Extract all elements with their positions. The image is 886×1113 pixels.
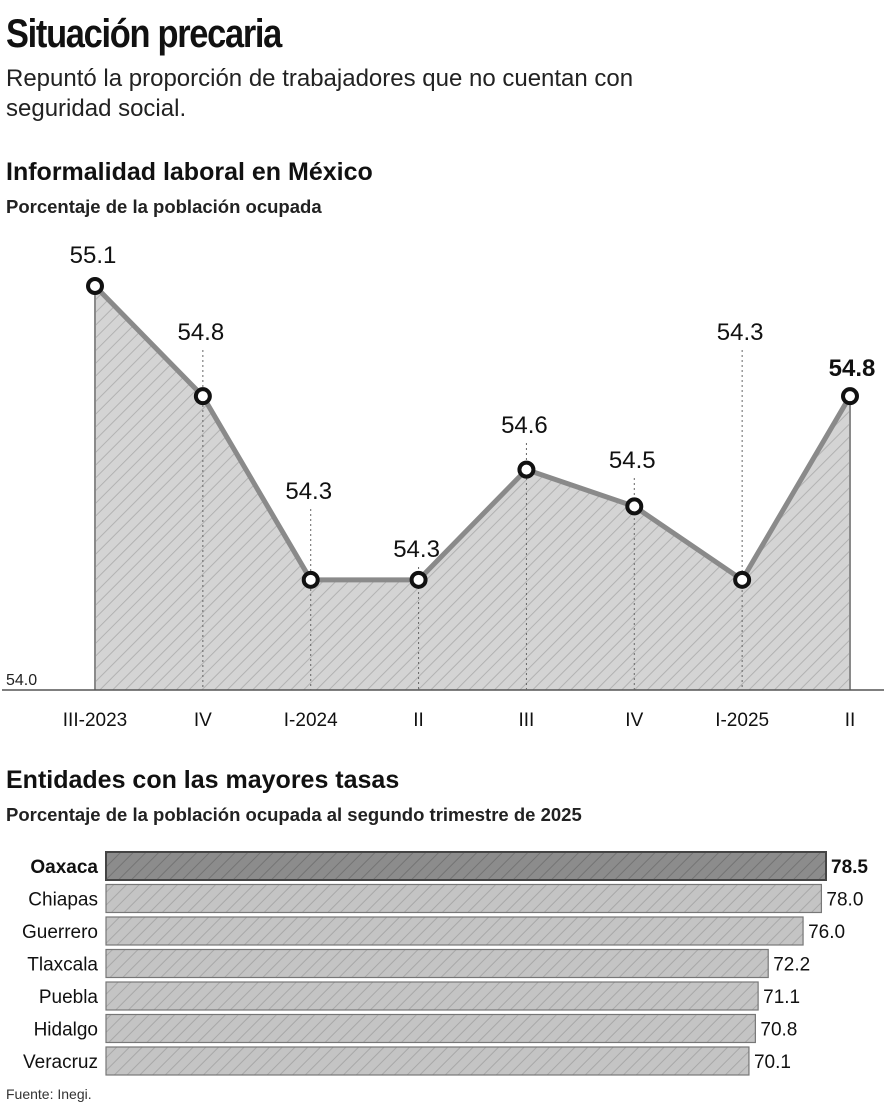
- data-point: [301, 570, 320, 589]
- data-label: 54.3: [393, 536, 440, 563]
- data-label: 54.3: [285, 478, 332, 505]
- data-point: [193, 387, 212, 406]
- data-label: 54.5: [609, 447, 656, 474]
- data-point: [733, 570, 752, 589]
- series-line: [93, 284, 853, 583]
- bar-chart-subtitle: Porcentaje de la población ocupada al se…: [6, 804, 582, 825]
- data-label: 54.3: [717, 319, 764, 346]
- headline: Situación precaria: [6, 12, 282, 56]
- line-chart: 54.055.154.854.354.354.654.554.354.8III-…: [2, 242, 884, 731]
- bar-category-label: Guerrero: [22, 922, 98, 943]
- data-label: 54.8: [829, 355, 876, 382]
- bar-chart-title: Entidades con las mayores tasas: [6, 766, 400, 794]
- x-tick-label: I-2025: [715, 710, 769, 731]
- area-fill: [95, 286, 850, 690]
- data-label: 55.1: [70, 242, 117, 269]
- bar-value-label: 78.0: [826, 890, 863, 911]
- data-point: [625, 497, 644, 516]
- x-tick-label: II: [845, 710, 856, 731]
- x-tick-label: IV: [194, 710, 212, 731]
- bar-category-label: Chiapas: [28, 890, 98, 911]
- x-tick-label: III-2023: [63, 710, 127, 731]
- data-point: [86, 277, 104, 295]
- line-chart-subtitle: Porcentaje de la población ocupada: [6, 196, 322, 217]
- data-point: [841, 387, 859, 406]
- headline-subtitle: Repuntó la proporción de trabajadores qu…: [6, 65, 634, 122]
- bar-category-label: Veracruz: [23, 1052, 98, 1073]
- bar-value-label: 78.5: [831, 857, 868, 878]
- bar: [105, 916, 804, 946]
- bar-value-label: 70.8: [760, 1020, 797, 1041]
- data-label: 54.8: [177, 319, 224, 346]
- y-baseline-label: 54.0: [6, 672, 37, 689]
- bar-value-label: 71.1: [763, 987, 800, 1008]
- bar: [105, 981, 759, 1011]
- bar: [105, 851, 827, 881]
- bar-chart: Oaxaca 78.5 Chiapas 78.0 Guerrero 76.0 Tlaxcal…: [22, 851, 868, 1076]
- x-tick-label: III: [519, 710, 535, 731]
- bar-category-label: Oaxaca: [30, 857, 98, 878]
- bar-category-label: Puebla: [39, 987, 99, 1008]
- bar: [105, 883, 823, 914]
- line-chart-title: Informalidad laboral en México: [6, 158, 373, 186]
- bar-value-label: 76.0: [808, 922, 845, 943]
- x-tick-label: IV: [625, 710, 643, 731]
- bar-value-label: 72.2: [773, 955, 810, 976]
- data-point: [409, 570, 428, 589]
- data-point: [517, 460, 536, 479]
- bar-value-label: 70.1: [754, 1052, 791, 1073]
- bar: [105, 1046, 750, 1076]
- bar: [105, 948, 769, 979]
- bar-category-label: Hidalgo: [34, 1020, 98, 1041]
- bar: [105, 1013, 756, 1044]
- bar-category-label: Tlaxcala: [27, 955, 98, 976]
- x-tick-label: II: [413, 710, 424, 731]
- source-note: Fuente: Inegi.: [6, 1086, 92, 1102]
- data-label: 54.6: [501, 412, 548, 439]
- x-tick-label: I-2024: [284, 710, 338, 731]
